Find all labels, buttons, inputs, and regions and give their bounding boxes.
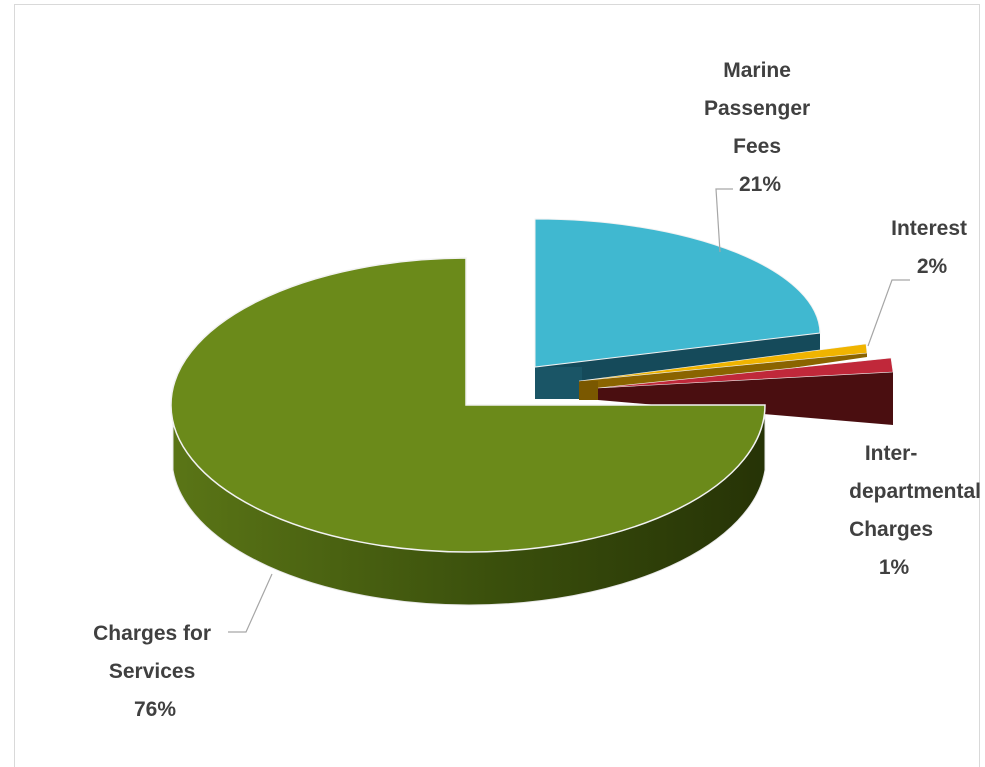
leader-line-services [228,573,273,633]
leader-line-interest [867,279,910,347]
label-services-line-2: Services [109,660,195,683]
label-marine-percent: 21% [739,173,781,196]
slice-interest [578,343,868,382]
label-marine-line-1: Marine [723,59,791,82]
slice-side-interest-front [579,381,598,400]
label-services-percent: 76% [134,698,176,721]
label-interdepartmental-charges: Inter- departmental Charges 1% [849,442,985,579]
label-marine-passenger-fees: Marine Passenger Fees 21% [704,59,816,196]
label-inter-line-2: departmental [849,480,981,503]
slice-marine-passenger-fees [534,218,821,368]
leader-line-marine [715,188,733,253]
slice-side-marine-passenger-fees-front [535,367,582,399]
label-inter-percent: 1% [879,556,910,579]
label-interest-percent: 2% [917,255,948,278]
label-inter-line-3: Charges [849,518,933,541]
label-inter-line-1: Inter- [865,442,918,465]
label-charges-for-services: Charges for Services 76% [93,622,217,721]
label-marine-line-3: Fees [733,135,781,158]
slice-side-interdepartmental [598,372,893,425]
slice-interdepartmental [597,357,894,389]
slice-charges-for-services [170,257,766,553]
label-interest: Interest 2% [891,217,973,278]
label-services-line-1: Charges for [93,622,211,645]
chart-frame [14,4,980,767]
label-interest-line-1: Interest [891,217,967,240]
label-marine-line-2: Passenger [704,97,810,120]
